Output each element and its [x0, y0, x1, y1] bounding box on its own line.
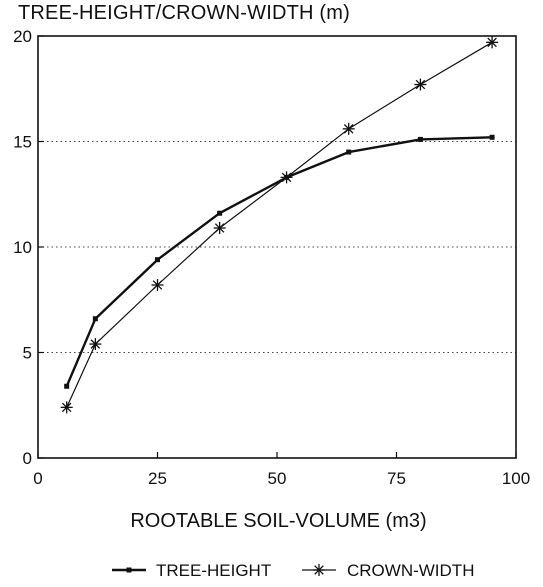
chart-title: TREE-HEIGHT/CROWN-WIDTH (m) [18, 2, 351, 24]
point-tree-height-0 [64, 383, 70, 389]
y-tick-label-15: 15 [13, 133, 32, 152]
x-tick-label-100: 100 [502, 469, 530, 488]
point-crown-width-7 [486, 36, 499, 49]
x-tick-label-0: 0 [33, 469, 42, 488]
y-tick-label-10: 10 [13, 238, 32, 257]
point-tree-height-2 [155, 257, 160, 263]
x-axis-label: ROOTABLE SOIL-VOLUME (m3) [130, 510, 427, 532]
point-tree-height-6 [417, 136, 423, 142]
point-crown-width-1 [89, 338, 102, 351]
y-tick-label-5: 5 [23, 344, 32, 363]
y-tick-label-20: 20 [13, 27, 32, 46]
series-line-crown-width [66, 41, 493, 408]
point-tree-height-5 [346, 149, 352, 155]
point-crown-width-2 [151, 278, 164, 291]
legend-marker-crown-width [313, 564, 325, 576]
x-tick-label-75: 75 [387, 469, 406, 488]
point-tree-height-1 [92, 316, 98, 322]
point-crown-width-5 [342, 122, 355, 135]
x-tick-label-50: 50 [268, 469, 287, 488]
legend-marker-tree-height [126, 567, 132, 573]
point-crown-width-4 [280, 171, 293, 184]
point-crown-width-0 [60, 401, 73, 414]
point-tree-height-3 [217, 210, 223, 216]
legend-label-crown-width: CROWN-WIDTH [347, 561, 474, 580]
y-tick-label-0: 0 [23, 449, 32, 468]
point-crown-width-6 [414, 78, 427, 91]
x-tick-label-25: 25 [148, 469, 167, 488]
point-crown-width-3 [213, 222, 226, 235]
legend-label-tree-height: TREE-HEIGHT [156, 561, 271, 580]
point-tree-height-7 [489, 134, 495, 140]
series-line-tree-height [65, 136, 493, 387]
